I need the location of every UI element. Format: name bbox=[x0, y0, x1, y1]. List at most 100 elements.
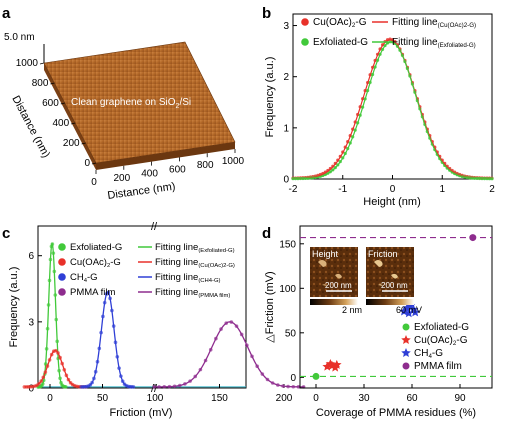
tick-label: 50 bbox=[97, 393, 109, 404]
tick-label: 100 bbox=[147, 393, 164, 404]
tick-label: 60 bbox=[406, 393, 418, 404]
tick-label: 200 bbox=[63, 138, 80, 149]
legend-label: Cu(OAc)2-G bbox=[313, 17, 367, 29]
panel-d: d 0 30 60 90 0 50 100 150 Height Friction 200 n… bbox=[262, 225, 493, 419]
tick-label: 6 bbox=[28, 251, 34, 262]
legend-label: Exfoliated-G bbox=[414, 322, 469, 333]
fit-line bbox=[37, 242, 67, 388]
tick-label: 0 bbox=[283, 175, 289, 186]
legend-marker bbox=[58, 243, 66, 251]
inset-friction-scalebar-label: 200 nm bbox=[381, 281, 408, 290]
panel-d-label: d bbox=[262, 225, 271, 242]
legend-label: CH4-G bbox=[414, 348, 443, 360]
legend-label: CH4-G bbox=[70, 272, 98, 284]
panel-d-x-axis-label: Coverage of PMMA residues (%) bbox=[316, 407, 476, 419]
tick-mark bbox=[60, 102, 65, 105]
data-point bbox=[402, 302, 412, 312]
fit-line bbox=[154, 321, 305, 388]
tick-label: 2 bbox=[489, 184, 495, 195]
legend-marker bbox=[301, 18, 309, 26]
panel-d-insets: Height Friction 200 nm 200 nm 2 nm 60 mV bbox=[310, 247, 422, 315]
panel-a: a 5.0 nm Clean graphene on SiO2/Si 1000 8… bbox=[2, 5, 245, 202]
legend-label: Cu(OAc)2-G bbox=[414, 335, 468, 347]
legend-label: Cu(OAc)2-G bbox=[70, 257, 121, 269]
tick-label: 0 bbox=[91, 177, 97, 188]
panel-a-image-text: Clean graphene on SiO2/Si bbox=[71, 97, 191, 110]
legend-marker bbox=[402, 362, 410, 370]
panel-c: c 0 50 100 150 200 0 3 6 // // Exfoliated-G Cu(OAc… bbox=[2, 221, 306, 419]
legend-label: Exfoliated-G bbox=[313, 37, 368, 48]
tick-label: 1000 bbox=[222, 156, 245, 167]
inset-friction-colorbar bbox=[366, 299, 414, 305]
tick-mark bbox=[39, 62, 45, 65]
legend-label: Exfoliated-G bbox=[70, 242, 122, 253]
inset-friction-image bbox=[366, 247, 414, 297]
panel-c-plot: 0 50 100 150 200 0 3 6 // // bbox=[22, 221, 306, 404]
tick-label: 0 bbox=[290, 373, 296, 384]
panel-c-label: c bbox=[2, 225, 10, 242]
panel-b-y-axis-label: Frequency (a.u.) bbox=[264, 57, 276, 138]
legend-label: PMMA film bbox=[70, 287, 115, 298]
inset-height-label: Height bbox=[312, 249, 339, 259]
tick-label: 0 bbox=[84, 158, 90, 169]
panel-a-front-face bbox=[96, 142, 235, 170]
legend-label: Fitting line(CH4-G) bbox=[155, 272, 221, 284]
tick-label: 90 bbox=[454, 393, 466, 404]
fit-line bbox=[81, 291, 134, 388]
inset-height-flakes bbox=[318, 260, 342, 286]
data-point bbox=[469, 234, 477, 242]
legend-label: Fitting line(PMMA film) bbox=[155, 287, 230, 299]
tick-mark bbox=[81, 142, 86, 145]
tick-label: 200 bbox=[113, 173, 130, 184]
tick-label: 50 bbox=[285, 328, 297, 339]
tick-mark bbox=[71, 122, 76, 125]
tick-label: 3 bbox=[283, 21, 289, 32]
tick-label: -1 bbox=[338, 184, 347, 195]
tick-label: 0 bbox=[390, 184, 396, 195]
legend-label: Fitting line(Cu(OAc)2-G) bbox=[155, 257, 235, 269]
legend-marker bbox=[58, 258, 66, 266]
panel-b: b -2 -1 0 1 2 0 1 2 3 Cu(OAc)2-G Exfoliated-G Fitt… bbox=[262, 5, 495, 208]
inset-friction-flakes bbox=[374, 260, 398, 286]
panel-d-y-axis-label: △Friction (mV) bbox=[264, 271, 276, 342]
fit-line bbox=[292, 39, 493, 180]
tick-label: 0 bbox=[28, 384, 34, 395]
panel-d-plot: 0 30 60 90 0 50 100 150 bbox=[279, 234, 492, 404]
legend-label: PMMA film bbox=[414, 361, 462, 372]
legend-label: Fitting line(Cu(OAc)2-G) bbox=[392, 17, 476, 29]
legend-label: Fitting line(Exfoliated-G) bbox=[392, 37, 476, 49]
tick-label: 3 bbox=[28, 317, 34, 328]
panel-a-label: a bbox=[2, 5, 11, 22]
legend-marker bbox=[58, 273, 66, 281]
panel-c-legend: Exfoliated-G Cu(OAc)2-G CH4-G PMMA film Fitt… bbox=[58, 242, 235, 299]
inset-friction-colorbar-label: 60 mV bbox=[396, 305, 422, 315]
inset-friction-label: Friction bbox=[368, 249, 398, 259]
data-point bbox=[410, 307, 420, 317]
panel-c-y-axis-label: Frequency (a.u.) bbox=[8, 267, 20, 348]
tick-label: 100 bbox=[279, 284, 296, 295]
inset-height-colorbar bbox=[310, 299, 358, 305]
axis-break: // bbox=[151, 221, 158, 233]
panel-d-plot-frame bbox=[299, 225, 493, 389]
tick-label: -2 bbox=[289, 184, 298, 195]
fit-line bbox=[24, 349, 86, 388]
tick-label: 2 bbox=[283, 72, 289, 83]
panel-c-plot-frame bbox=[37, 225, 247, 389]
tick-mark bbox=[50, 82, 55, 85]
inset-height-colorbar-label: 2 nm bbox=[342, 305, 362, 315]
panel-c-x-axis-label: Friction (mV) bbox=[110, 407, 173, 419]
tick-label: 0 bbox=[47, 393, 53, 404]
panel-b-legend: Cu(OAc)2-G Exfoliated-G Fitting line(Cu(OA… bbox=[301, 17, 476, 49]
tick-label: 1 bbox=[283, 123, 289, 134]
tick-label: 800 bbox=[197, 160, 214, 171]
tick-label: 0 bbox=[313, 393, 319, 404]
data-point bbox=[312, 372, 320, 380]
panel-b-x-axis-label: Height (nm) bbox=[363, 196, 420, 208]
tick-label: 600 bbox=[169, 164, 186, 175]
legend-label: Fitting line(Exfoliated-G) bbox=[155, 242, 235, 254]
fit-line bbox=[292, 41, 492, 180]
panel-b-label: b bbox=[262, 5, 271, 22]
